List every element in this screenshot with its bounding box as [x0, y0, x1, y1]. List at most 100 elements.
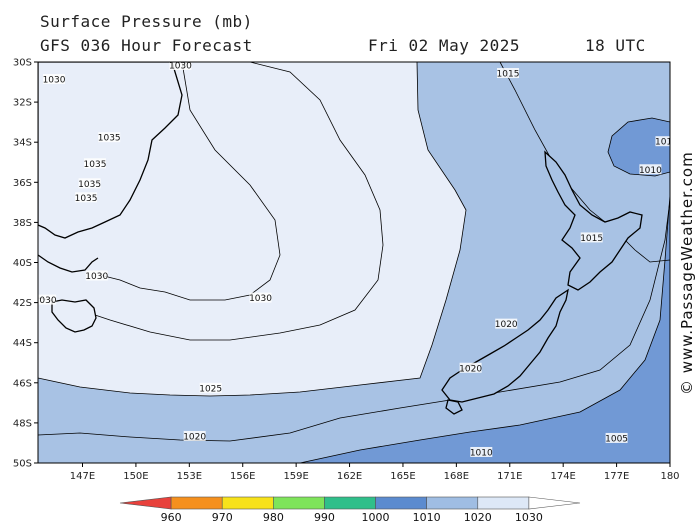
tasmania — [51, 299, 97, 333]
isobar-label: 1020 — [183, 432, 206, 442]
australia-coastline — [38, 62, 183, 239]
isobar-label: 1035 — [78, 180, 101, 190]
pressure-map: 1030 1030 1035 1035 1035 1035 1030 1030 1030 1025… — [13, 58, 680, 483]
isobar-label: 1030 — [249, 294, 272, 304]
isobar-label: 1030 — [34, 296, 57, 306]
isobar-label-bg — [75, 192, 98, 203]
map-subtitle: GFS 036 Hour Forecast — [40, 36, 253, 55]
lat-tick-label: 44S — [13, 338, 32, 349]
isobar-label-bg — [470, 446, 493, 457]
credit-text: © www.PassageWeather.com — [678, 151, 696, 395]
scale-tick-label: 1020 — [464, 511, 492, 524]
scale-swatch — [324, 496, 376, 510]
lat-tick-label: 32S — [13, 98, 32, 109]
isobar-label-bg — [98, 132, 121, 143]
lon-tick-label: 156E — [230, 471, 255, 482]
isobar-label-bg — [580, 232, 603, 243]
lat-tick-label: 38S — [13, 218, 32, 229]
isobar-label-bg — [495, 318, 518, 329]
isobar-label: 1015 — [655, 138, 678, 148]
scale-swatch — [221, 496, 274, 510]
lat-tick-label: 50S — [13, 459, 32, 470]
isobar-label-bg — [38, 294, 57, 305]
scale-swatch — [119, 496, 172, 510]
isobar-label-bg — [169, 62, 192, 71]
pressure-band-1010 — [299, 194, 670, 463]
isobar-label: 1025 — [199, 384, 222, 394]
lon-tick-label: 180 — [660, 471, 679, 482]
map-body: 1030 1030 1035 1035 1035 1035 1030 1030 1030 1025… — [13, 62, 678, 463]
pressure-low-1010 — [607, 117, 670, 177]
pressure-color-scale: 960 970 980 990 1000 1010 1020 1030 — [119, 496, 581, 524]
isobar-label: 1010 — [639, 166, 662, 176]
isobar-label: 1015 — [580, 234, 603, 244]
isobar-label: 1020 — [495, 320, 518, 330]
lon-tick-label: 168E — [444, 471, 469, 482]
lat-tick-label: 46S — [13, 378, 32, 389]
lon-tick-label: 177E — [604, 471, 629, 482]
lon-tick-label: 159E — [283, 471, 308, 482]
lon-tick-label: 174E — [550, 471, 575, 482]
isobar-label-bg — [43, 74, 66, 85]
scale-tick-label: 980 — [263, 511, 284, 524]
isobar-1020-east — [499, 62, 670, 263]
isobar-1030 — [38, 62, 384, 341]
lat-tick-label: 48S — [13, 418, 32, 429]
isobar-label-bg — [249, 292, 272, 303]
isobar-label-bg — [655, 136, 670, 147]
scale-tick-label: 970 — [212, 511, 233, 524]
scale-tick-label: 990 — [314, 511, 335, 524]
isobar-label: 1035 — [84, 160, 107, 170]
map-title: Surface Pressure (mb) — [40, 12, 253, 31]
scale-swatch — [477, 496, 530, 510]
stewart-island — [445, 399, 463, 415]
lat-tick-label: 40S — [13, 258, 32, 269]
isobar-label: 1035 — [75, 194, 98, 204]
isobar-label: 1030 — [85, 272, 108, 282]
isobar-label-bg — [459, 362, 482, 373]
lat-tick-label: 34S — [13, 138, 32, 149]
isobar-label-bg — [639, 164, 662, 175]
isobar-labels: 1030 1030 1035 1035 1035 1035 1030 1030 1030 1025… — [13, 62, 678, 459]
forecast-date: Fri 02 May 2025 — [368, 36, 520, 55]
lat-tick-label: 42S — [13, 298, 32, 309]
isobar-label: 1030 — [169, 62, 192, 72]
isobar-1030-inner — [99, 62, 281, 301]
lon-tick-label: 171E — [497, 471, 522, 482]
isobar-label-bg — [496, 68, 519, 79]
lon-tick-label: 147E — [70, 471, 95, 482]
isobar-label: 1030 — [43, 76, 66, 86]
lon-tick-label: 153E — [177, 471, 202, 482]
lat-tick-label: 30S — [13, 58, 32, 69]
lon-tick-label: 150E — [123, 471, 148, 482]
isobar-label: 1005 — [605, 434, 628, 444]
scale-swatch — [273, 496, 325, 510]
pressure-band-1015 — [38, 199, 670, 463]
bass-strait-coast — [38, 254, 99, 273]
scale-tick-label: 960 — [161, 511, 182, 524]
scale-tick-label: 1010 — [413, 511, 441, 524]
isobar-label-bg — [13, 449, 35, 459]
isobar-label-bg — [199, 382, 222, 393]
forecast-time: 18 UTC — [585, 36, 646, 55]
isobar-label: 1015 — [497, 70, 520, 80]
isobar-label: 1010 — [470, 448, 493, 458]
isobar-label-bg — [605, 432, 628, 443]
isobar-label: 1035 — [98, 134, 121, 144]
isobar-label-bg — [85, 270, 108, 281]
isobar-label-bg — [78, 178, 101, 189]
scale-swatch — [528, 496, 581, 510]
nz-north-island — [544, 150, 643, 291]
scale-swatch — [426, 496, 479, 510]
scale-tick-label: 1030 — [515, 511, 543, 524]
lon-tick-label: 162E — [337, 471, 362, 482]
scale-swatch — [170, 496, 223, 510]
longitude-ticks: 147E 150E 153E 156E 159E 162E 165E 168E 171E 174E… — [70, 463, 680, 482]
scale-swatch — [375, 496, 427, 510]
scale-tick-label: 1000 — [362, 511, 390, 524]
latitude-ticks: 30S 32S 34S 36S 38S 40S 42S 44S 46S 48S 50S — [13, 58, 38, 470]
lon-tick-label: 165E — [390, 471, 415, 482]
isobar-label-bg — [183, 430, 206, 441]
lat-tick-label: 36S — [13, 178, 32, 189]
isobar-label-bg — [83, 158, 106, 169]
